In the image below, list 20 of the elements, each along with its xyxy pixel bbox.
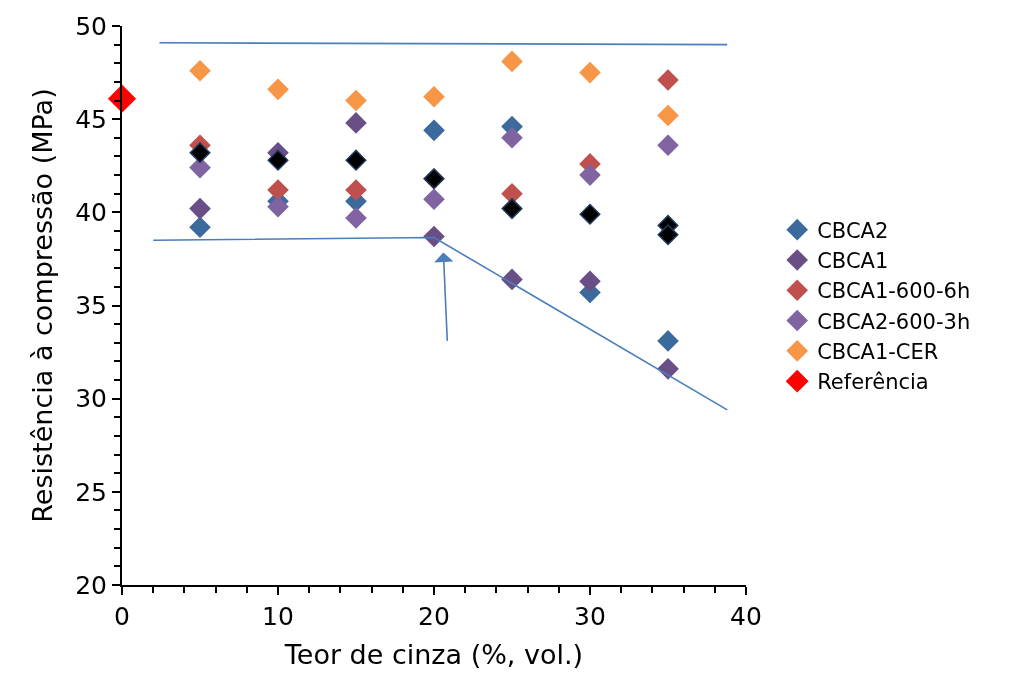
x-axis-title: Teor de cinza (%, vol.) (283, 638, 584, 670)
y-tick-label: 30 (75, 384, 107, 414)
x-tick-label: 40 (730, 602, 762, 631)
legend-label: CBCA1-CER (817, 340, 939, 365)
y-tick-label: 45 (75, 104, 107, 134)
y-tick-label: 20 (75, 570, 107, 600)
y-tick-label: 35 (75, 291, 107, 321)
x-tick-label: 20 (418, 602, 450, 631)
legend-label: CBCA2 (817, 218, 889, 243)
legend-label: CBCA2-600-3h (817, 309, 971, 334)
y-axis-title: Resistência à compressão (MPa) (26, 88, 58, 523)
x-tick-label: 10 (262, 602, 294, 631)
legend-label: Referência (817, 370, 929, 395)
x-tick-label: 30 (574, 602, 606, 631)
legend-label: CBCA1-600-6h (817, 279, 971, 304)
y-tick-label: 25 (75, 477, 107, 507)
legend-label: CBCA1 (817, 249, 889, 274)
y-tick-label: 40 (75, 198, 107, 228)
y-tick-label: 50 (75, 11, 107, 41)
x-tick-label: 0 (114, 602, 130, 631)
